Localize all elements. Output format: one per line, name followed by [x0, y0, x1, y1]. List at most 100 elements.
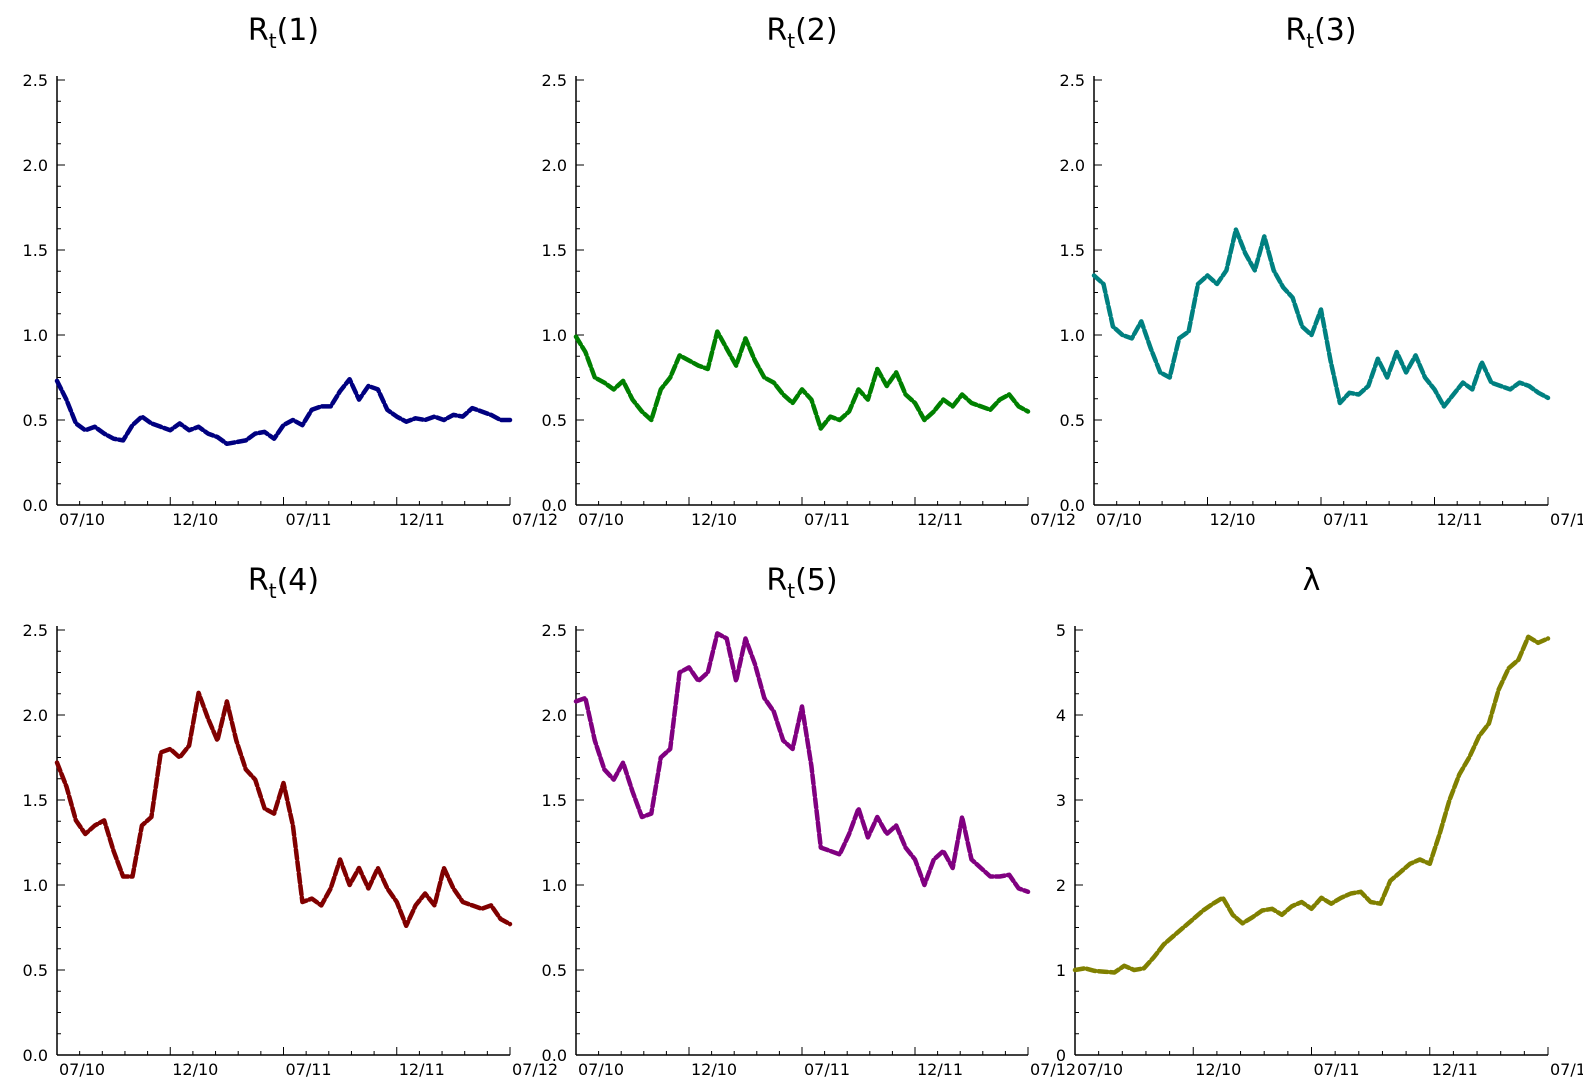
y-tick-label: 0.0	[542, 496, 567, 515]
x-tick-label: 07/10	[59, 1060, 105, 1079]
x-tick-label: 07/11	[1314, 1060, 1360, 1079]
y-tick-label: 3	[1056, 791, 1066, 810]
y-tick-label: 0.5	[23, 961, 48, 980]
y-tick-label: 4	[1056, 706, 1066, 725]
x-tick-label: 07/11	[804, 510, 850, 529]
x-tick-label: 07/10	[578, 1060, 624, 1079]
chart-title: Rt(4)	[248, 563, 319, 603]
x-tick-label: 12/11	[1432, 1060, 1478, 1079]
chart-title-suffix: (5)	[795, 563, 838, 598]
chart-title: Rt(3)	[1285, 13, 1356, 53]
y-tick-label: 2.0	[1060, 156, 1085, 175]
y-tick-label: 1.5	[542, 241, 567, 260]
y-tick-label: 0.0	[23, 1046, 48, 1065]
x-tick-label: 12/10	[1195, 1060, 1241, 1079]
y-tick-label: 1.5	[1060, 241, 1085, 260]
y-tick-label: 2.5	[23, 71, 48, 90]
chart-title-main: R	[1285, 13, 1306, 48]
y-tick-label: 1.0	[23, 876, 48, 895]
y-tick-label: 0.5	[542, 411, 567, 430]
y-tick-label: 1.0	[1060, 326, 1085, 345]
chart-title-main: R	[248, 13, 269, 48]
y-tick-label: 2.0	[542, 706, 567, 725]
y-tick-label: 1.5	[542, 791, 567, 810]
series-line	[573, 329, 1031, 431]
y-tick-label: 2.0	[542, 156, 567, 175]
y-tick-label: 2.5	[542, 71, 567, 90]
y-tick-label: 2.0	[23, 156, 48, 175]
y-tick-label: 2.5	[1060, 71, 1085, 90]
series-line	[1072, 634, 1551, 975]
series-line	[54, 690, 513, 929]
y-tick-label: 2.5	[23, 621, 48, 640]
chart-title: Rt(2)	[766, 13, 837, 53]
chart-panel-2: Rt(2) 0.0 0.5 1.0 1.5 2.0 2.5 07/10 12/10 07/11 12…	[542, 13, 1077, 529]
x-tick-label: 12/10	[691, 510, 737, 529]
x-tick-label: 07/10	[1096, 510, 1142, 529]
chart-title-main: R	[248, 563, 269, 598]
y-tick-label: 1.0	[542, 876, 567, 895]
x-tick-label: 12/10	[172, 1060, 218, 1079]
x-tick-label: 12/10	[1210, 510, 1256, 529]
x-tick-label: 07/12	[1030, 1060, 1076, 1079]
y-tick-label: 0.5	[23, 411, 48, 430]
chart-title-main: λ	[1303, 563, 1321, 598]
x-tick-label: 07/12	[1030, 510, 1076, 529]
chart-title: Rt(1)	[248, 13, 319, 53]
x-tick-label: 12/11	[399, 510, 445, 529]
x-tick-label: 12/10	[172, 510, 218, 529]
chart-panel-4: Rt(4) 0.0 0.5 1.0 1.5 2.0 2.5 07/10 12/10 07/11 12…	[23, 563, 559, 1079]
series-line	[54, 376, 513, 447]
chart-panel-3: Rt(3) 0.0 0.5 1.0 1.5 2.0 2.5 07/10 12/10 07/11 12…	[1060, 13, 1583, 529]
y-tick-label: 1.5	[23, 241, 48, 260]
y-tick-label: 0	[1056, 1046, 1066, 1065]
y-tick-label: 1.0	[23, 326, 48, 345]
chart-title-suffix: (2)	[795, 13, 838, 48]
x-tick-label: 07/12	[512, 510, 558, 529]
chart-panel-6: λ 0 1 2 3 4 5 07/10 12/10 07/11 12/11 07/12	[1056, 563, 1583, 1079]
x-tick-label: 07/12	[1550, 1060, 1583, 1079]
y-tick-label: 2	[1056, 876, 1066, 895]
x-tick-label: 12/11	[917, 510, 963, 529]
y-tick-label: 0.5	[1060, 411, 1085, 430]
x-tick-label: 12/11	[1437, 510, 1483, 529]
x-tick-label: 07/11	[286, 510, 332, 529]
chart-title-subscript: t	[269, 29, 277, 53]
chart-title-suffix: (4)	[277, 563, 320, 598]
x-tick-label: 12/11	[399, 1060, 445, 1079]
x-tick-label: 07/10	[1077, 1060, 1123, 1079]
chart-title-main: R	[766, 563, 787, 598]
x-tick-label: 07/10	[59, 510, 105, 529]
x-tick-label: 07/11	[286, 1060, 332, 1079]
y-tick-label: 5	[1056, 621, 1066, 640]
x-tick-label: 07/12	[512, 1060, 558, 1079]
chart-title-subscript: t	[269, 579, 277, 603]
x-tick-label: 07/12	[1550, 510, 1583, 529]
chart-title-subscript: t	[1306, 29, 1314, 53]
series-line	[1091, 227, 1551, 409]
x-tick-label: 12/10	[691, 1060, 737, 1079]
y-tick-label: 2.0	[23, 706, 48, 725]
chart-panel-5: Rt(5)0.00.51.01.52.02.507/10 12/10 07/11 12…	[542, 563, 1077, 1079]
x-tick-label: 07/10	[578, 510, 624, 529]
y-tick-label: 1	[1056, 961, 1066, 980]
x-tick-label: 12/11	[917, 1060, 963, 1079]
y-tick-label: 0.0	[23, 496, 48, 515]
chart-title: λ	[1303, 563, 1321, 598]
y-tick-label: 1.5	[23, 791, 48, 810]
chart-panel-1: Rt(1) 0.0 0.5 1.0 1.5 2.0 2.5 07/10 12/10 07/11 12…	[23, 13, 559, 529]
chart-title-main: R	[766, 13, 787, 48]
y-tick-label: 2.5	[542, 621, 567, 640]
y-tick-label: 0.5	[542, 961, 567, 980]
chart-title: Rt(5)	[766, 563, 837, 603]
chart-title-subscript: t	[787, 579, 795, 603]
y-tick-label: 1.0	[542, 326, 567, 345]
chart-title-suffix: (1)	[277, 13, 320, 48]
series-line	[573, 631, 1031, 895]
x-tick-label: 07/11	[1323, 510, 1369, 529]
y-tick-label: 0.0	[542, 1046, 567, 1065]
y-tick-label: 0.0	[1060, 496, 1085, 515]
x-tick-label: 07/11	[804, 1060, 850, 1079]
chart-title-suffix: (3)	[1314, 13, 1357, 48]
